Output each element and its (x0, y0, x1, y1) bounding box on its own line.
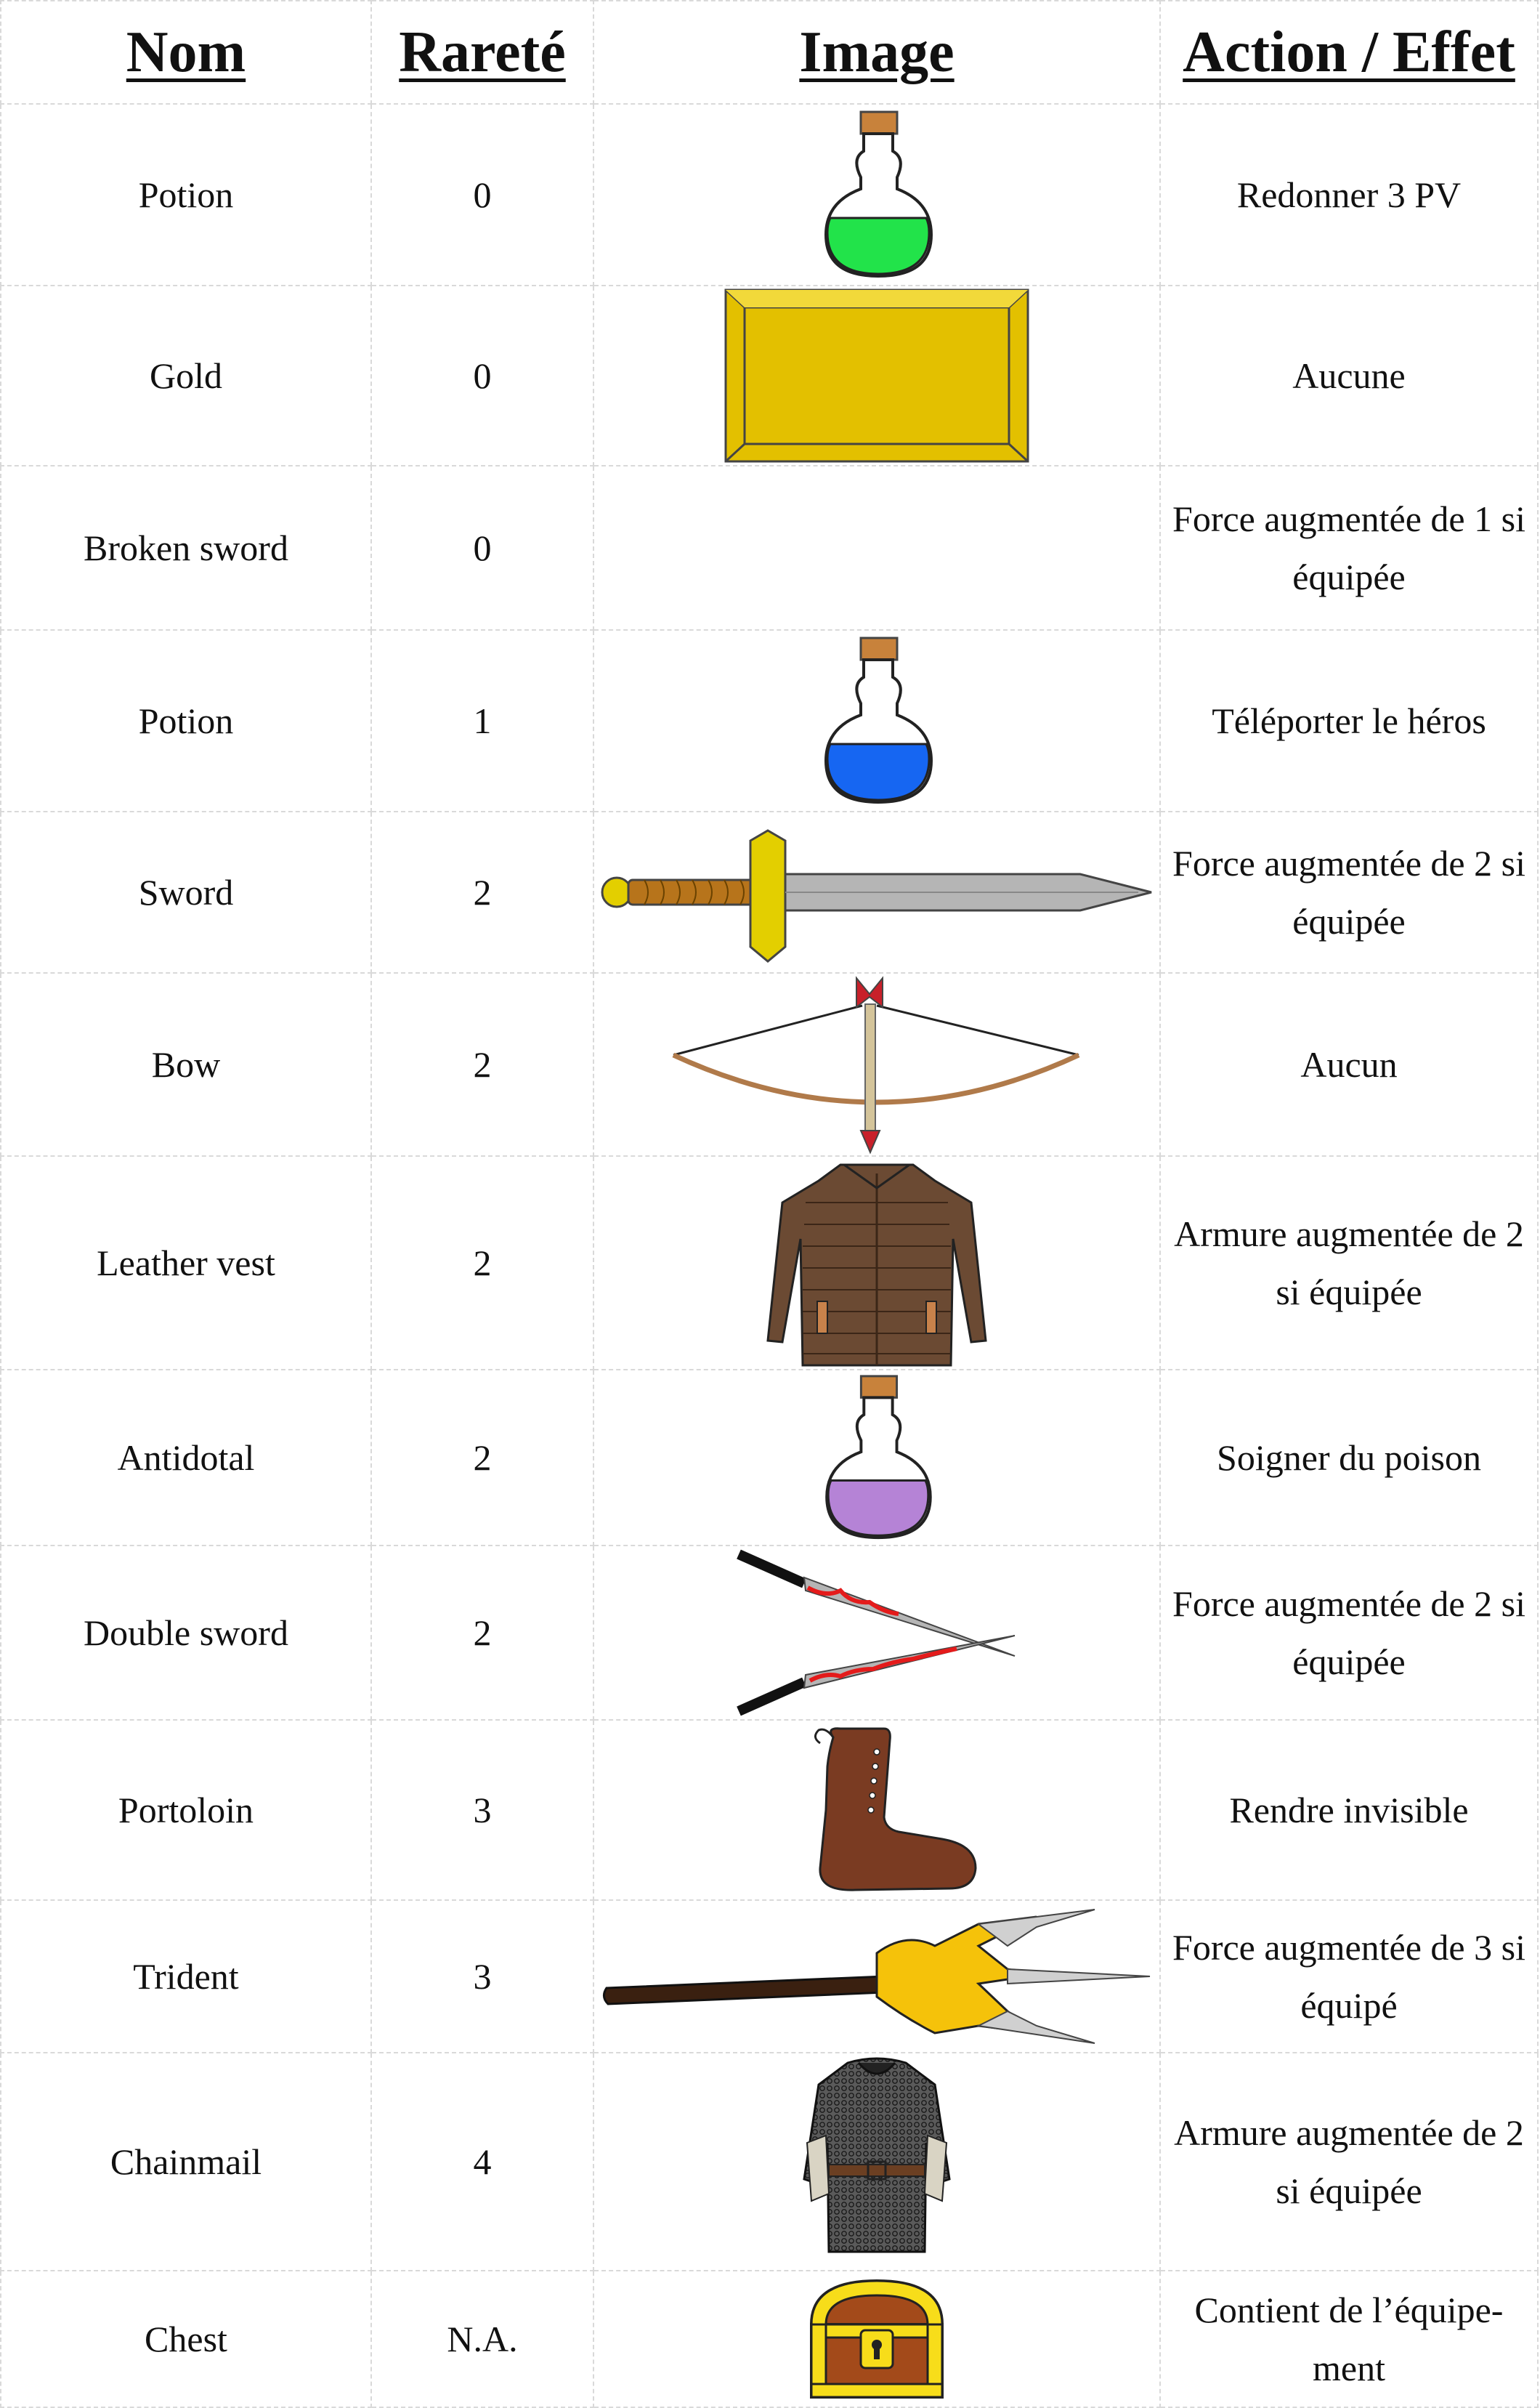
table-row: Chest N.A. Contient de l’équipe-ment (0, 2270, 1539, 2408)
table-row: Bow 2 Aucun (0, 972, 1539, 1157)
blue-potion-icon (824, 637, 933, 804)
item-rarity: 4 (370, 2052, 594, 2271)
table-row: Double sword 2 Force augmentée de 2 si é… (0, 1545, 1539, 1721)
item-effect: Soigner du poison (1159, 1369, 1539, 1546)
item-effect: Rendre invisible (1159, 1719, 1539, 1901)
chest-icon (809, 2279, 944, 2399)
item-image-cell (593, 2052, 1161, 2271)
table-row: Sword 2 Force augmentée de 2 si équipée (0, 811, 1539, 974)
green-potion-icon (824, 110, 933, 278)
item-rarity: 0 (370, 285, 594, 466)
item-effect: Redonner 3 PV (1159, 103, 1539, 286)
item-name: Gold (0, 285, 372, 466)
table-row: Broken sword 0 Force augmentée de 1 si é… (0, 465, 1539, 631)
sword-icon (601, 829, 1152, 963)
header-effect: Action / Effet (1159, 0, 1539, 105)
item-name: Leather vest (0, 1155, 372, 1370)
item-image-cell (593, 285, 1161, 466)
item-image-cell (593, 1155, 1161, 1370)
header-image: Image (593, 0, 1161, 105)
item-image-cell (593, 2270, 1161, 2408)
header-name: Nom (0, 0, 372, 105)
item-name: Sword (0, 811, 372, 974)
item-name: Potion (0, 103, 372, 286)
bow-icon (672, 976, 1080, 1154)
item-rarity: 0 (370, 465, 594, 631)
item-rarity: 2 (370, 1155, 594, 1370)
trident-icon (603, 1909, 1151, 2044)
item-name: Chainmail (0, 2052, 372, 2271)
item-rarity: 2 (370, 1369, 594, 1546)
chainmail-icon (803, 2057, 951, 2253)
table-row: Potion 1 Téléporter le héros (0, 629, 1539, 812)
item-image-cell (593, 972, 1161, 1157)
item-name: Antidotal (0, 1369, 372, 1546)
table-row: Trident 3 Force augmentée de 3 si équipé (0, 1899, 1539, 2053)
item-rarity: N.A. (370, 2270, 594, 2408)
header-row: Nom Rareté Image Action / Effet (0, 0, 1539, 105)
item-image-cell (593, 465, 1161, 631)
item-image-cell (593, 1369, 1161, 1546)
item-effect: Armure augmentée de 2 si équipée (1159, 1155, 1539, 1370)
item-effect: Téléporter le héros (1159, 629, 1539, 812)
item-effect: Force augmentée de 2 si équipée (1159, 811, 1539, 974)
boot-icon (814, 1727, 977, 1891)
item-effect: Armure augmentée de 2 si équipée (1159, 2052, 1539, 2271)
item-effect: Force augmentée de 1 si équipée (1159, 465, 1539, 631)
item-rarity: 2 (370, 1545, 594, 1721)
item-effect: Force augmentée de 3 si équipé (1159, 1899, 1539, 2053)
header-rarity: Rareté (370, 0, 594, 105)
item-name: Bow (0, 972, 372, 1157)
item-image-cell (593, 811, 1161, 974)
item-name: Portoloin (0, 1719, 372, 1901)
item-rarity: 1 (370, 629, 594, 812)
table-row: Antidotal 2 Soigner du poison (0, 1369, 1539, 1546)
item-effect: Aucune (1159, 285, 1539, 466)
item-name: Trident (0, 1899, 372, 2053)
table-row: Potion 0 Redonner 3 PV (0, 103, 1539, 286)
item-name: Double sword (0, 1545, 372, 1721)
item-image-cell (593, 629, 1161, 812)
gold-bar-icon (724, 288, 1029, 463)
double-sword-icon (737, 1549, 1016, 1716)
item-image-cell (593, 1545, 1161, 1721)
item-name: Chest (0, 2270, 372, 2408)
table-row: Leather vest 2 Armure augmentée de 2 si … (0, 1155, 1539, 1370)
item-name: Broken sword (0, 465, 372, 631)
item-rarity: 0 (370, 103, 594, 286)
table-row: Gold 0 Aucune (0, 285, 1539, 466)
item-name: Potion (0, 629, 372, 812)
table-row: Portoloin 3 Rendre invisible (0, 1719, 1539, 1901)
item-rarity: 2 (370, 811, 594, 974)
item-image-cell (593, 1719, 1161, 1901)
item-effect: Force augmentée de 2 si équipée (1159, 1545, 1539, 1721)
item-image-cell (593, 103, 1161, 286)
leather-vest-icon (766, 1163, 987, 1367)
item-rarity: 2 (370, 972, 594, 1157)
item-effect: Contient de l’équipe-ment (1159, 2270, 1539, 2408)
purple-potion-icon (825, 1375, 932, 1540)
item-image-cell (593, 1899, 1161, 2053)
item-rarity: 3 (370, 1899, 594, 2053)
item-effect: Aucun (1159, 972, 1539, 1157)
table-row: Chainmail 4 Armure augmentée de 2 si équ… (0, 2052, 1539, 2271)
item-rarity: 3 (370, 1719, 594, 1901)
